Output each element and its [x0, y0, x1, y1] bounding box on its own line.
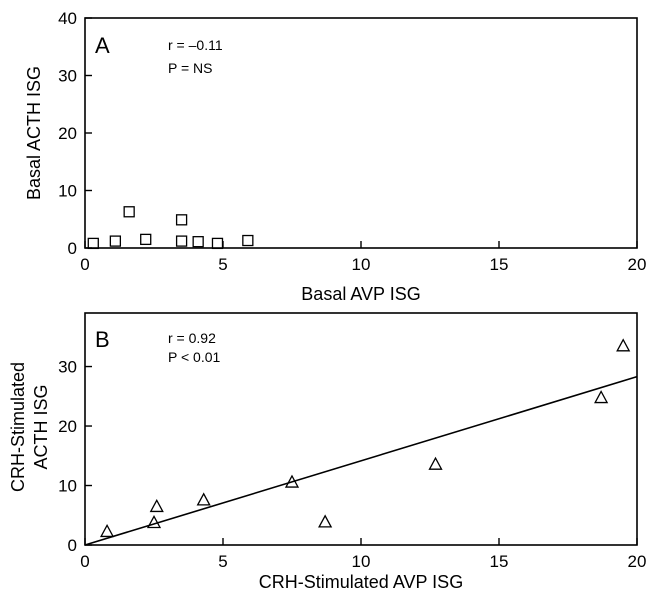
- panel-a-x-tick-label: 10: [352, 255, 371, 274]
- panel-b-y-ticks: 0 10 20 30: [58, 358, 92, 555]
- triangle-marker: [196, 492, 211, 506]
- panel-b-x-tick-label: 5: [218, 552, 227, 571]
- panel-b-x-tick-label: 0: [80, 552, 89, 571]
- square-marker: [140, 233, 152, 246]
- triangle-marker: [594, 390, 609, 404]
- triangle-marker: [99, 523, 115, 538]
- panel-a-y-tick-label: 40: [58, 9, 77, 28]
- panel-b-plot-frame: [84, 312, 638, 546]
- square-marker: [109, 235, 122, 247]
- panel-a-y-tick-label: 10: [58, 182, 77, 201]
- square-marker: [192, 236, 204, 248]
- triangle-marker: [146, 515, 162, 529]
- square-marker: [123, 206, 135, 218]
- panel-b: 0 5 10 15 20 0 10 20 30 B r = 0.92 P < 0.01 CRH…: [8, 312, 646, 592]
- square-marker: [175, 214, 188, 226]
- panel-a-p-value: P = NS: [168, 60, 213, 76]
- triangle-marker: [616, 338, 631, 352]
- panel-a-r-value: r = –0.11: [168, 37, 223, 53]
- panel-a-x-axis-label: Basal AVP ISG: [301, 284, 420, 304]
- panel-a-x-tick-label: 15: [490, 255, 509, 274]
- panel-b-regression-line: [84, 375, 638, 546]
- panel-b-r-value: r = 0.92: [168, 330, 216, 346]
- panel-b-y-tick-label: 30: [58, 358, 77, 377]
- panel-b-y-tick-label: 20: [58, 417, 77, 436]
- panel-b-y-tick-label: 10: [58, 477, 77, 496]
- panel-a-x-ticks: 0 5 10 15 20: [80, 241, 646, 274]
- triangle-marker: [149, 498, 164, 513]
- panel-a-x-tick-label: 20: [628, 255, 647, 274]
- square-marker: [87, 237, 99, 250]
- panel-a-y-tick-label: 30: [58, 67, 77, 86]
- panel-a-points: [87, 206, 254, 250]
- panel-b-p-value: P < 0.01: [168, 349, 221, 365]
- triangle-marker: [318, 514, 333, 528]
- panel-b-y-tick-label: 0: [68, 536, 77, 555]
- panel-a-y-axis-label: Basal ACTH ISG: [24, 66, 44, 200]
- triangle-marker: [284, 474, 300, 488]
- panel-b-x-tick-label: 15: [490, 552, 509, 571]
- panel-b-letter: B: [95, 327, 110, 352]
- panel-a-letter: A: [95, 33, 110, 58]
- panel-a-y-tick-label: 20: [58, 124, 77, 143]
- panel-b-y-axis-label-line-1: CRH-Stimulated: [8, 362, 28, 492]
- panel-b-x-tick-label: 10: [352, 552, 371, 571]
- panel-b-points: [99, 338, 631, 538]
- panel-b-x-ticks: 0 5 10 15 20: [80, 538, 646, 571]
- square-marker: [211, 237, 224, 250]
- square-marker: [175, 235, 188, 247]
- panel-a-x-tick-label: 5: [218, 255, 227, 274]
- square-marker: [242, 234, 254, 247]
- panel-a: 0 5 10 15 20 0 10 20 30 40 A r = –0.11 P = NS Ba…: [24, 9, 646, 304]
- panel-b-y-axis-label-line-2: ACTH ISG: [31, 384, 51, 469]
- triangle-marker: [428, 456, 443, 470]
- panel-a-y-tick-label: 0: [68, 239, 77, 258]
- panel-b-x-tick-label: 20: [628, 552, 647, 571]
- panel-a-x-tick-label: 0: [80, 255, 89, 274]
- panel-a-y-ticks: 0 10 20 30 40: [58, 9, 92, 258]
- panel-b-x-axis-label: CRH-Stimulated AVP ISG: [259, 572, 463, 592]
